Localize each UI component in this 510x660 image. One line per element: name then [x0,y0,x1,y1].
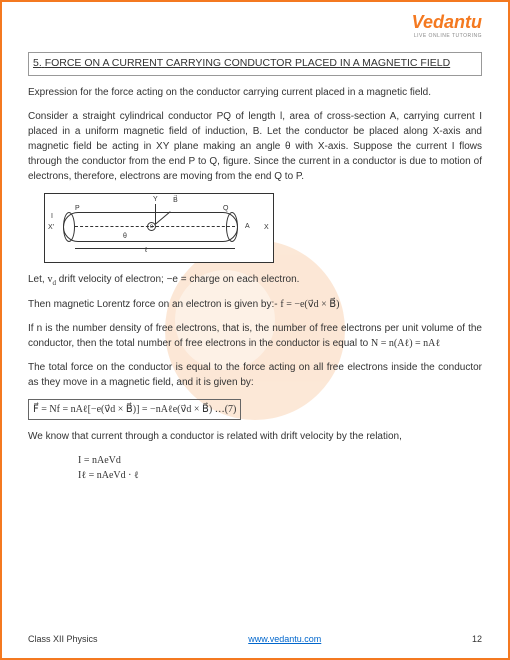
content-area: 5. FORCE ON A CURRENT CARRYING CONDUCTOR… [28,52,482,628]
total-force-eq: F⃗ = Nf = nAℓ[−e(v⃗d × B⃗)] = −nAℓe(v⃗d … [28,399,241,420]
current-eq-block: I = nAeVd Iℓ = nAeVd · ℓ [78,453,482,483]
drift-text: drift velocity of electron; −e = charge … [59,274,300,285]
current-eq2: Iℓ = nAeVd · ℓ [78,468,482,483]
total-force-eq-wrap: F⃗ = Nf = nAℓ[−e(v⃗d × B⃗)] = −nAℓe(v⃗d … [28,399,482,420]
label-I: I [51,212,53,223]
section-heading: 5. FORCE ON A CURRENT CARRYING CONDUCTOR… [28,52,482,76]
page-number: 12 [472,634,482,644]
document-page: Vedantu LIVE ONLINE TUTORING 5. FORCE ON… [0,0,510,660]
y-axis-line [155,204,156,224]
cylinder-right-cap [226,212,238,242]
label-Xp: X' [48,223,54,234]
conductor-diagram: P Q X' X B⃗ Y I e θ A ℓ [44,193,274,263]
setup-para: Consider a straight cylindrical conducto… [28,109,482,184]
cylinder-left-cap [63,212,75,242]
lorentz-eq: f = −e(v⃗d × B⃗) [280,299,339,310]
logo-tagline: LIVE ONLINE TUTORING [412,33,482,39]
label-A: A [245,222,250,233]
current-text: We know that current through a conductor… [28,431,402,442]
label-B: B⃗ [173,196,178,207]
logo-text: Vedantu [412,12,482,33]
drift-para: Let, vd drift velocity of electron; −e =… [28,272,482,289]
label-theta: θ [123,232,127,243]
brand-logo: Vedantu LIVE ONLINE TUTORING [412,12,482,39]
section-number: 5. [33,57,42,69]
current-para: We know that current through a conductor… [28,429,482,444]
length-marker [75,248,235,249]
label-X: X [264,223,269,234]
current-eq1: I = nAeVd [78,453,482,468]
footer-link[interactable]: www.vedantu.com [248,634,321,644]
total-force-para: The total force on the conductor is equa… [28,360,482,390]
density-eq: N = n(Aℓ) = nAℓ [371,338,440,349]
density-para: If n is the number density of free elect… [28,321,482,351]
section-title-text: FORCE ON A CURRENT CARRYING CONDUCTOR PL… [45,57,450,69]
intro-para: Expression for the force acting on the c… [28,85,482,100]
page-footer: Class XII Physics www.vedantu.com 12 [28,628,482,644]
let-text: Let, [28,274,47,285]
footer-class: Class XII Physics [28,634,98,644]
lorentz-para: Then magnetic Lorentz force on an electr… [28,297,482,312]
label-P: P [75,204,80,215]
vd-symbol: vd [47,274,56,285]
lorentz-text: Then magnetic Lorentz force on an electr… [28,299,280,310]
label-Q: Q [223,204,228,215]
